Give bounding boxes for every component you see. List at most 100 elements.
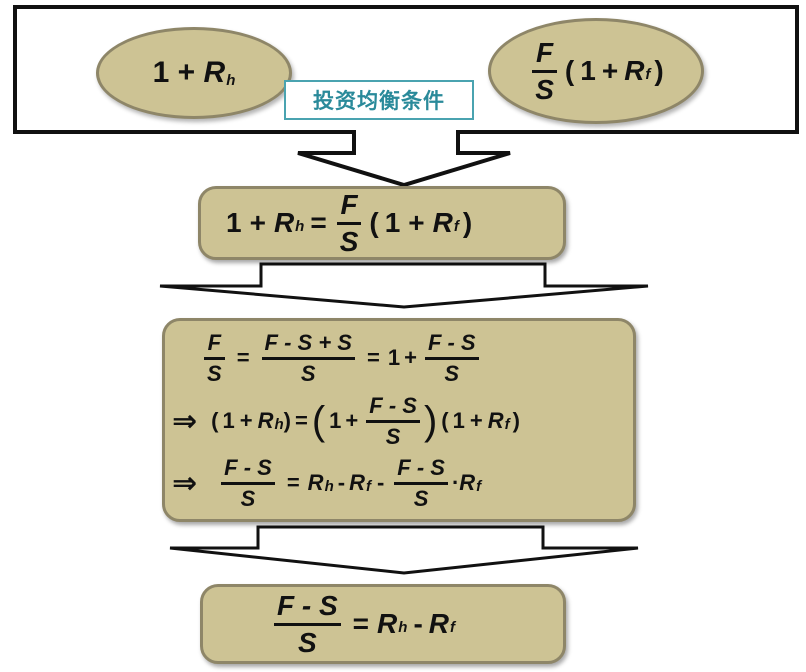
denominator: S [444, 360, 460, 386]
denominator: S [339, 225, 359, 257]
close-paren: ) [512, 408, 520, 433]
big-open-paren: ( [311, 399, 326, 443]
plus: + [601, 55, 619, 86]
equation-box-3 [200, 584, 566, 664]
subscript-f: f [450, 618, 455, 636]
denominator: S [300, 360, 316, 386]
subscript-f: f [476, 477, 482, 495]
subscript-h: h [324, 477, 334, 495]
r-symbol: R [428, 608, 449, 639]
subscript-h: h [274, 415, 284, 433]
equals: = [236, 345, 250, 370]
plus: + [239, 408, 253, 433]
one: 1 [384, 207, 401, 238]
open-paren: ( [211, 408, 219, 433]
fraction-f-over-s: F S [532, 37, 557, 106]
one: 1 [387, 345, 401, 370]
numerator: F - S [277, 589, 338, 621]
numerator: F - S [369, 392, 417, 418]
r-symbol: R [257, 408, 274, 433]
minus: - [376, 470, 385, 495]
numerator: F - S [224, 454, 272, 480]
big-close-paren: ) [423, 399, 438, 443]
subscript-f: f [645, 65, 651, 83]
fraction-f-over-s: F S [204, 330, 225, 387]
arrow-down-1 [159, 262, 649, 309]
arrow-down-2 [169, 525, 639, 575]
one: 1 [329, 408, 342, 433]
open-paren: ( [564, 55, 575, 86]
one: 1 [222, 408, 235, 433]
numerator: F [340, 188, 358, 220]
implies-arrow-icon: ⇒ [172, 404, 198, 438]
fraction-f-minus-s: F - S S [394, 455, 448, 512]
one: 1 [226, 207, 242, 238]
close-paren: ) [283, 408, 291, 433]
numerator: F - S [427, 329, 476, 355]
r-symbol: R [624, 55, 645, 86]
one: 1 [580, 55, 596, 86]
denominator: S [385, 423, 401, 449]
open-paren: ( [369, 207, 379, 238]
fraction-f-minus-s: F - S S [274, 590, 341, 659]
subscript-h: h [226, 72, 236, 89]
subscript-h: h [398, 618, 408, 636]
denominator: S [240, 485, 256, 511]
multiply-dot: · [451, 470, 460, 495]
close-paren: ) [462, 207, 473, 238]
denominator: S [535, 73, 554, 105]
subscript-f: f [453, 217, 459, 235]
plus: + [404, 345, 417, 370]
equals: = [366, 345, 380, 370]
fraction-f-minus-s: F - S S [366, 393, 420, 450]
r-symbol: R [377, 608, 398, 639]
equation-2-line-1: F S = F - S + S S = 1 + F - S S [200, 326, 483, 390]
r-symbol: R [459, 470, 476, 495]
equilibrium-label-text: 投资均衡条件 [313, 89, 445, 113]
equals: = [310, 207, 327, 238]
fraction-f-minus-s: F - S S [424, 329, 479, 387]
equals: = [294, 408, 308, 433]
numerator: F - S + S [264, 329, 352, 355]
numerator: F - S [397, 454, 445, 480]
r-symbol: R [307, 470, 324, 495]
plus: + [469, 408, 483, 433]
minus: - [337, 470, 346, 495]
subscript-f: f [504, 415, 510, 433]
plus: + [249, 207, 266, 238]
plus: + [345, 408, 359, 433]
numerator: F [536, 36, 554, 68]
plus: + [177, 56, 196, 89]
r-symbol: R [203, 56, 226, 89]
r-symbol: R [432, 207, 453, 238]
fraction-f-minus-s: F - S S [221, 455, 275, 512]
equals: = [286, 470, 300, 495]
denominator: S [207, 360, 222, 386]
fraction-f-minus-s-plus-s: F - S + S S [261, 329, 355, 387]
equilibrium-label: 投资均衡条件 [284, 80, 474, 120]
minus: - [413, 608, 423, 639]
subscript-h: h [295, 217, 305, 235]
plus: + [408, 207, 425, 238]
left-ellipse: 1 + Rh [96, 27, 292, 119]
r-symbol: R [487, 408, 504, 433]
r-symbol: R [273, 207, 295, 238]
denominator: S [297, 626, 317, 658]
numerator: F [207, 329, 222, 355]
equals: = [352, 608, 370, 639]
close-paren: ) [654, 55, 664, 86]
open-paren: ( [441, 408, 449, 433]
fraction-f-over-s: F S [336, 188, 362, 258]
denominator: S [413, 485, 429, 511]
subscript-f: f [365, 477, 371, 495]
implies-arrow-icon: ⇒ [172, 466, 198, 500]
one: 1 [452, 408, 465, 433]
equation-box-1 [198, 186, 566, 260]
one: 1 [152, 56, 170, 89]
